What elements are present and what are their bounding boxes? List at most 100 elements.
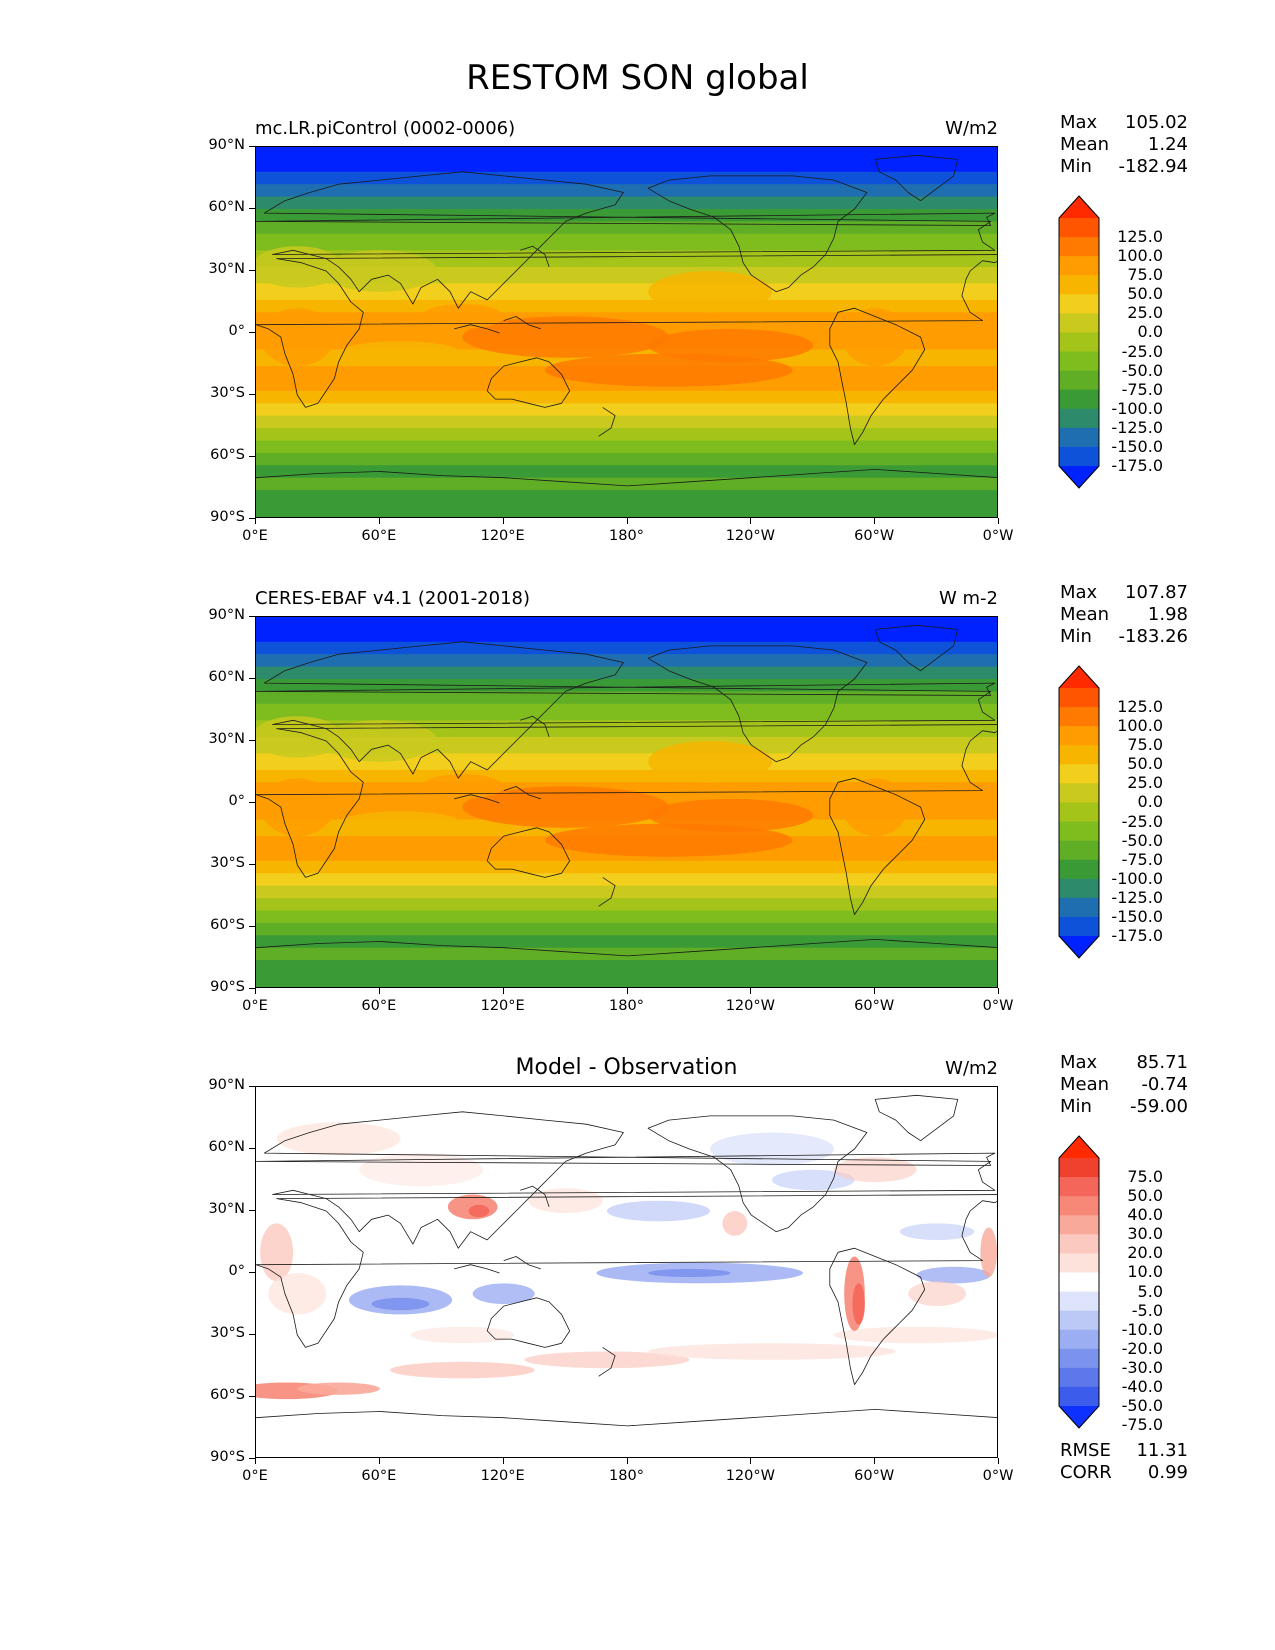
lon-tick bbox=[998, 518, 999, 524]
coastline bbox=[486, 1297, 571, 1348]
lat-tick-label: 60°S bbox=[210, 1387, 245, 1403]
colorbar-tick-label: 40.0 bbox=[1127, 1205, 1163, 1225]
map-svg bbox=[256, 147, 997, 517]
colorbar-segment bbox=[1059, 840, 1099, 861]
mean-label: Mean bbox=[1060, 134, 1110, 155]
lat-tick-label: 30°N bbox=[208, 261, 245, 277]
max-label: Max bbox=[1060, 582, 1098, 603]
colorbar-max-arrow bbox=[1059, 666, 1099, 688]
anomaly-patch bbox=[297, 1382, 380, 1395]
colorbar-tick-label: 0.0 bbox=[1137, 792, 1163, 812]
colorbar-segment bbox=[1059, 427, 1099, 448]
min-value: -59.00 bbox=[1129, 1096, 1188, 1117]
colorbar-tick-label: 50.0 bbox=[1127, 1186, 1163, 1206]
anomaly-patch bbox=[468, 1204, 490, 1218]
stats-box: Max 107.87 Mean 1.98 Min -183.26 bbox=[1060, 582, 1188, 648]
contour-band bbox=[256, 159, 997, 173]
lat-tick bbox=[249, 926, 255, 927]
contour-band bbox=[256, 736, 997, 754]
colorbar-segment bbox=[1059, 1215, 1099, 1235]
lat-tick bbox=[249, 456, 255, 457]
lon-tick-label: 180° bbox=[609, 998, 644, 1014]
colorbar-outline bbox=[1058, 195, 1100, 489]
stats-box: Max 105.02 Mean 1.24 Min -182.94 bbox=[1060, 112, 1188, 178]
coastline bbox=[503, 786, 541, 800]
colorbar-min-arrow bbox=[1059, 466, 1099, 488]
coastline bbox=[874, 1094, 959, 1142]
lon-tick-label: 180° bbox=[609, 1468, 644, 1484]
colorbar-tick-label: 125.0 bbox=[1117, 697, 1163, 717]
lon-tick bbox=[750, 1458, 752, 1464]
lon-tick bbox=[874, 988, 876, 994]
max-value: 105.02 bbox=[1125, 112, 1188, 133]
contour-patch bbox=[338, 341, 463, 367]
contour-band bbox=[256, 502, 997, 517]
colorbar-segment bbox=[1059, 1310, 1099, 1331]
colorbar-segment bbox=[1059, 1177, 1099, 1197]
coastline bbox=[520, 1185, 550, 1208]
colorbar-max-arrow bbox=[1059, 196, 1099, 218]
colorbar-tick-label: -50.0 bbox=[1121, 1396, 1163, 1415]
colorbar-segment bbox=[1059, 256, 1099, 276]
contour-band bbox=[256, 403, 997, 417]
contour-band bbox=[256, 452, 997, 466]
colorbar-tick-label: -75.0 bbox=[1121, 1415, 1163, 1435]
lon-tick bbox=[750, 518, 752, 524]
coastline bbox=[874, 154, 959, 202]
lat-tick bbox=[249, 394, 255, 395]
coastline bbox=[263, 641, 996, 779]
colorbar-segment bbox=[1059, 745, 1099, 765]
stats-box: Max 85.71 Mean -0.74 Min -59.00 bbox=[1060, 1052, 1188, 1118]
coastline bbox=[263, 171, 996, 309]
contour-patch bbox=[260, 308, 335, 366]
colorbar-segment bbox=[1059, 1386, 1099, 1407]
colorbar-segment bbox=[1059, 408, 1099, 429]
colorbar-tick-label: -100.0 bbox=[1111, 398, 1163, 418]
coastline bbox=[256, 1409, 997, 1427]
colorbar-tick-label: 25.0 bbox=[1127, 773, 1163, 793]
lat-tick-label: 60°N bbox=[208, 1139, 245, 1155]
anomaly-patch bbox=[710, 1132, 834, 1166]
coastline bbox=[598, 877, 616, 907]
contour-patch bbox=[256, 716, 343, 758]
anomaly-patch bbox=[276, 1122, 401, 1156]
anomaly-patch bbox=[606, 1200, 711, 1222]
contour-band bbox=[256, 885, 997, 899]
colorbar-segment bbox=[1059, 446, 1099, 467]
contour-band bbox=[256, 390, 997, 404]
lon-tick bbox=[255, 988, 256, 994]
colorbar-tick-label: 125.0 bbox=[1117, 227, 1163, 247]
lat-tick-label: 90°N bbox=[208, 1077, 245, 1093]
colorbar-segment bbox=[1059, 821, 1099, 842]
anomaly-patch bbox=[371, 1297, 430, 1311]
contour-patch bbox=[545, 353, 793, 387]
lon-tick-label: 60°E bbox=[361, 998, 397, 1014]
contour-band bbox=[256, 629, 997, 643]
lat-tick bbox=[249, 1272, 255, 1273]
lon-tick-label: 120°W bbox=[725, 528, 775, 544]
mean-value: -0.74 bbox=[1141, 1074, 1188, 1095]
anomaly-patch bbox=[908, 1281, 966, 1307]
colorbar-min-arrow bbox=[1059, 1406, 1099, 1428]
map-diff bbox=[255, 1086, 998, 1458]
lat-tick bbox=[249, 864, 255, 865]
contour-band bbox=[256, 935, 997, 949]
anomaly-patch bbox=[528, 1188, 603, 1214]
colorbar-obs bbox=[1058, 665, 1102, 959]
coastline bbox=[454, 1264, 500, 1274]
mean-label: Mean bbox=[1060, 604, 1110, 625]
contour-patch bbox=[338, 811, 463, 837]
corr-value: 0.99 bbox=[1147, 1462, 1188, 1483]
colorbar-svg bbox=[1058, 195, 1100, 489]
colorbar-segment bbox=[1059, 332, 1099, 352]
contour-patch bbox=[256, 246, 343, 288]
colorbar-segment bbox=[1059, 1291, 1099, 1312]
contour-band bbox=[256, 465, 997, 479]
contour-band bbox=[256, 947, 997, 961]
lat-tick-label: 60°S bbox=[210, 447, 245, 463]
colorbar-tick-label: 100.0 bbox=[1117, 716, 1163, 736]
coastline bbox=[829, 1247, 926, 1385]
contour-patch bbox=[648, 798, 814, 832]
anomaly-patch bbox=[900, 1223, 975, 1240]
contour-patch bbox=[260, 778, 335, 836]
